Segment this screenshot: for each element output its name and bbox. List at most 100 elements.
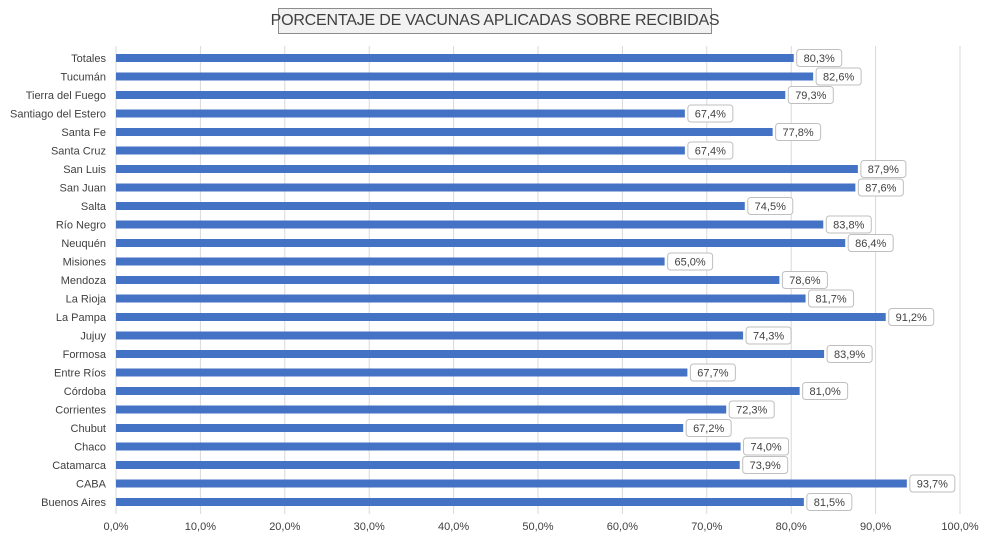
data-label: 67,4% <box>687 141 734 160</box>
data-label: 78,6% <box>781 271 828 289</box>
data-label: 74,0% <box>743 437 790 456</box>
data-label-box <box>826 345 873 363</box>
data-label: 81,7% <box>808 289 855 308</box>
y-category-label: Río Negro <box>56 220 106 232</box>
bar <box>116 331 744 340</box>
bar <box>116 91 786 99</box>
data-label-box <box>747 197 794 215</box>
data-label: 83,9% <box>826 345 873 363</box>
bar <box>116 461 740 469</box>
data-label-box <box>667 252 714 271</box>
bar <box>116 276 780 284</box>
data-label-box <box>687 104 734 123</box>
y-category-label: Entre Ríos <box>54 368 106 380</box>
y-category-label: La Pampa <box>56 312 107 324</box>
data-label: 80,3% <box>796 49 843 67</box>
bar <box>116 146 685 155</box>
x-tick-label: 90,0% <box>860 521 891 533</box>
data-label: 73,9% <box>742 456 789 474</box>
x-tick-label: 40,0% <box>438 521 469 533</box>
bar <box>116 313 886 321</box>
data-label: 65,0% <box>667 252 714 271</box>
data-label-text: 78,6% <box>789 275 820 287</box>
data-label-text: 83,9% <box>834 349 865 361</box>
data-label-box <box>815 67 862 86</box>
y-axis-labels: Totales Tucumán Tierra del Fuego Santiago d… <box>10 53 107 509</box>
y-category-label: Totales <box>71 53 106 65</box>
bar <box>116 109 685 118</box>
data-label-box <box>689 363 736 382</box>
y-category-label: La Rioja <box>66 294 107 306</box>
x-tick-label: 70,0% <box>691 521 722 533</box>
data-label-box <box>806 493 853 511</box>
data-label-text: 91,2% <box>896 312 927 324</box>
data-label: 93,7% <box>909 474 956 493</box>
data-label-text: 72,3% <box>736 405 767 417</box>
data-label-box <box>685 419 732 437</box>
y-category-label: Misiones <box>63 257 107 269</box>
x-tick-label: 80,0% <box>776 521 807 533</box>
data-label-text: 74,0% <box>750 442 781 454</box>
x-tick-label: 20,0% <box>269 521 300 533</box>
y-category-label: CABA <box>76 479 107 491</box>
data-label-text: 74,3% <box>753 331 784 343</box>
x-tick-label: 100,0% <box>941 521 979 533</box>
data-label-box <box>802 382 849 400</box>
data-label: 81,5% <box>806 493 853 511</box>
y-category-label: Formosa <box>63 349 107 361</box>
data-label-text: 73,9% <box>750 460 781 472</box>
y-category-label: Santa Cruz <box>51 146 106 158</box>
data-label: 83,8% <box>825 215 872 234</box>
data-label-box <box>787 86 834 104</box>
data-label-box <box>742 456 789 474</box>
bar <box>116 128 773 136</box>
bar <box>116 202 745 210</box>
bar <box>116 183 856 192</box>
data-labels: 80,3% 82,6% 79,3% 67,4% 77,8% 67,4% 87,9% 87,6%… <box>667 49 956 511</box>
data-label-box <box>687 141 734 160</box>
y-category-label: Salta <box>81 201 107 213</box>
data-label: 74,3% <box>745 326 792 345</box>
x-tick-label: 50,0% <box>522 521 553 533</box>
bar <box>116 368 688 377</box>
bar <box>116 387 800 395</box>
data-label: 67,7% <box>689 363 736 382</box>
data-label-text: 80,3% <box>804 53 835 65</box>
y-category-label: Santa Fe <box>61 127 106 139</box>
data-label-text: 81,0% <box>810 386 841 398</box>
y-category-label: Santiago del Estero <box>10 109 106 121</box>
data-label-box <box>847 234 894 252</box>
data-label-text: 82,6% <box>823 72 854 84</box>
y-category-label: Jujuy <box>80 331 106 343</box>
data-label-box <box>909 474 956 493</box>
data-label-text: 79,3% <box>795 90 826 102</box>
data-label-box <box>745 326 792 345</box>
data-label-box <box>888 308 935 326</box>
bar <box>116 257 665 266</box>
y-category-label: Catamarca <box>52 460 107 472</box>
data-label-text: 93,7% <box>917 479 948 491</box>
data-label-text: 65,0% <box>674 257 705 269</box>
bar <box>116 424 684 432</box>
y-category-label: Chaco <box>74 442 106 454</box>
chart-title-box: PORCENTAJE DE VACUNAS APLICADAS SOBRE RE… <box>271 8 720 34</box>
data-label: 74,5% <box>747 197 794 215</box>
data-label: 86,4% <box>847 234 894 252</box>
bar <box>116 165 858 173</box>
y-category-label: Córdoba <box>64 386 107 398</box>
y-category-label: Corrientes <box>55 405 106 417</box>
data-label-box <box>808 289 855 308</box>
bar <box>116 498 804 506</box>
data-label-text: 67,7% <box>697 368 728 380</box>
data-label-box <box>857 178 904 197</box>
data-label-text: 86,4% <box>855 238 886 250</box>
data-label: 91,2% <box>888 308 935 326</box>
x-tick-label: 30,0% <box>354 521 385 533</box>
x-axis-ticks: 0,0% 10,0% 20,0% 30,0% 40,0% 50,0% 60,0% 70,0% 8… <box>103 521 978 533</box>
data-label-box <box>825 215 872 234</box>
data-label-box <box>743 437 790 456</box>
data-label-text: 67,2% <box>693 423 724 435</box>
data-label-box <box>781 271 828 289</box>
bar <box>116 479 907 488</box>
